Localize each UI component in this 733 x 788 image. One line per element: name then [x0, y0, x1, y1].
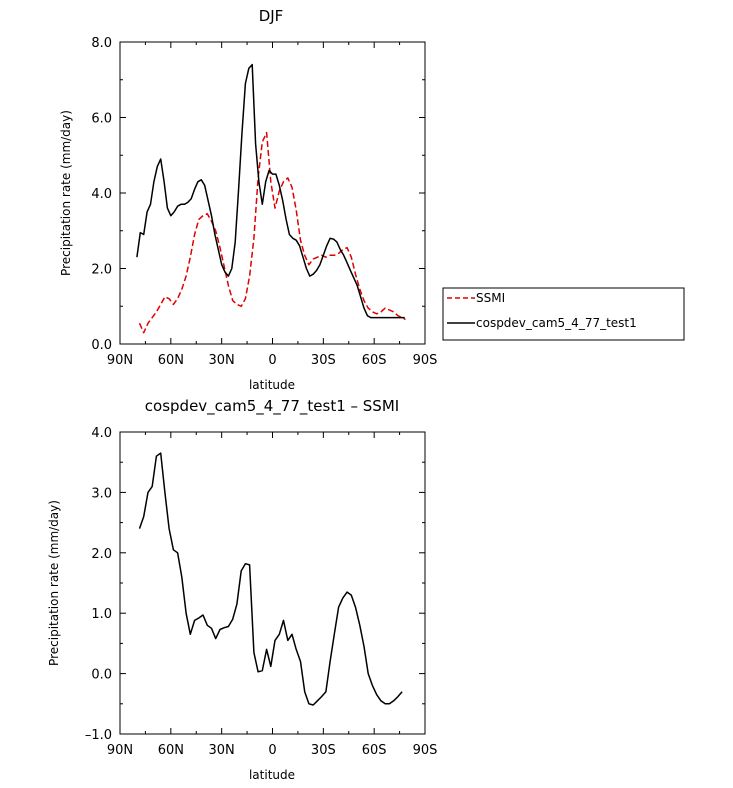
top-chart-title: DJF — [259, 7, 284, 25]
bottom-y-tick-label: –1.0 — [85, 728, 112, 743]
legend: SSMI cospdev_cam5_4_77_test1 — [442, 287, 685, 341]
top-x-tick-label: 60S — [362, 353, 387, 368]
bottom-y-tick-label: 0.0 — [91, 668, 112, 683]
bottom-chart-panel: cospdev_cam5_4_77_test1 – SSMI 90N 60N 30N… — [47, 397, 437, 782]
top-chart-panel: DJF 90N 60N 30N 0 30S 60S 90S 0.0 2.0 4.0 6.0 8.0 l… — [59, 7, 437, 392]
top-x-tick-label: 30N — [209, 353, 235, 368]
bottom-x-tick-label: 60S — [362, 743, 387, 758]
bottom-y-tick-label: 1.0 — [91, 607, 112, 622]
bottom-x-axis-label: latitude — [249, 768, 295, 782]
legend-label-ssmi: SSMI — [476, 291, 505, 305]
top-y-tick-label: 8.0 — [91, 36, 112, 51]
bottom-x-tick-label: 60N — [158, 743, 184, 758]
top-y-tick-label: 6.0 — [91, 112, 112, 127]
bottom-x-tick-label: 0 — [268, 743, 276, 758]
bottom-plot-frame — [119, 431, 426, 735]
legend-label-model: cospdev_cam5_4_77_test1 — [476, 316, 637, 330]
top-x-tick-label: 90N — [107, 353, 133, 368]
bottom-series-layer — [138, 452, 403, 706]
top-x-tick-label: 30S — [311, 353, 336, 368]
bottom-x-tick-label: 90N — [107, 743, 133, 758]
top-x-tick-label: 0 — [268, 353, 276, 368]
bottom-series-line-1 — [138, 452, 403, 706]
bottom-y-tick-label: 2.0 — [91, 547, 112, 562]
top-x-axis-label: latitude — [249, 378, 295, 392]
bottom-chart-title: cospdev_cam5_4_77_test1 – SSMI — [145, 397, 399, 416]
top-series-line-cospdev-cam5-4-77-test1 — [136, 63, 405, 319]
bottom-y-tick-label: 3.0 — [91, 486, 112, 501]
top-series-line-ssmi — [138, 131, 406, 334]
top-x-tick-label: 60N — [158, 353, 184, 368]
bottom-x-tick-label: 30N — [209, 743, 235, 758]
top-y-tick-label: 4.0 — [91, 187, 112, 202]
bottom-y-axis-label: Precipitation rate (mm/day) — [47, 500, 61, 666]
top-x-tick-label: 90S — [413, 353, 438, 368]
bottom-axis-ticks: 90N 60N 30N 0 30S 60S 90S –1.0 0.0 1.0 2.0 3.0 4.0 — [85, 426, 438, 758]
bottom-x-tick-label: 30S — [311, 743, 336, 758]
top-y-tick-label: 0.0 — [91, 338, 112, 353]
top-axis-ticks: 90N 60N 30N 0 30S 60S 90S 0.0 2.0 4.0 6.0 8.0 — [91, 36, 437, 368]
bottom-x-tick-label: 90S — [413, 743, 438, 758]
top-series-layer — [136, 63, 406, 334]
top-y-axis-label: Precipitation rate (mm/day) — [59, 110, 73, 276]
bottom-y-tick-label: 4.0 — [91, 426, 112, 441]
top-y-tick-label: 2.0 — [91, 263, 112, 278]
legend-box — [442, 287, 685, 341]
